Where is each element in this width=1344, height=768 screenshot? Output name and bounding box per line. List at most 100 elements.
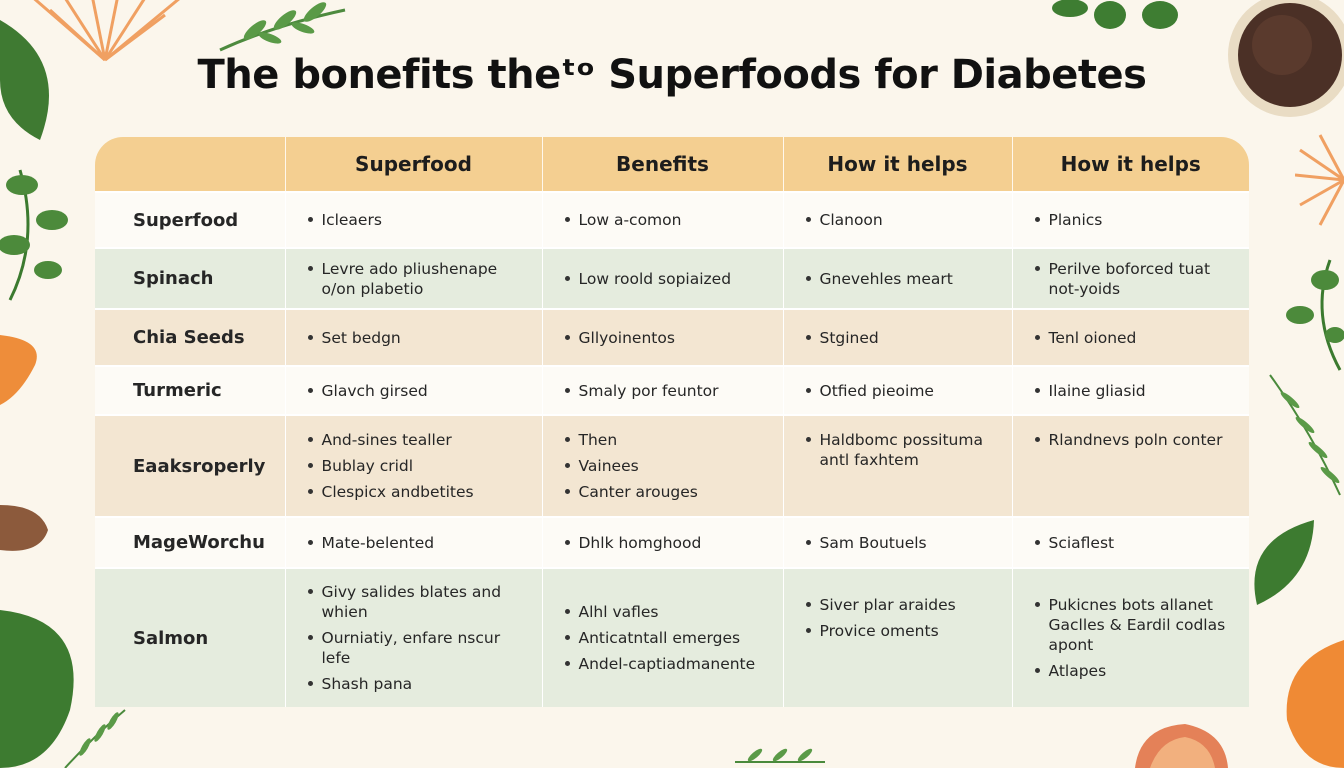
list-item: Low roold sopiaized bbox=[564, 269, 773, 289]
table-cell: Low roold sopiaized bbox=[541, 247, 783, 309]
superfood-table-container: Superfood Benefits How it helps How it h… bbox=[95, 137, 1249, 707]
column-header: How it helps bbox=[1011, 137, 1249, 192]
list-item: Canter arouges bbox=[564, 482, 773, 502]
table-cell: Smaly por feuntor bbox=[541, 365, 783, 415]
list-item: Low a-comon bbox=[564, 210, 773, 230]
table-cell: Alhl vafles Anticatntall emerges Andel-c… bbox=[541, 567, 783, 707]
column-header: Benefits bbox=[541, 137, 783, 192]
table-row: Eaaksroperly And-sines tealler Bublay cr… bbox=[95, 414, 1249, 517]
table-row: Chia Seeds Set bedgn Gllyoinentos Stgine… bbox=[95, 308, 1249, 366]
list-item: Siver plar araides bbox=[805, 595, 1002, 615]
bottom-sprig-icon bbox=[735, 748, 825, 763]
herb-sprig-icon bbox=[219, 2, 346, 52]
superfood-name: Superfood bbox=[95, 191, 285, 248]
fruit-slice-icon bbox=[1135, 724, 1228, 768]
table-cell: Then Vainees Canter arouges bbox=[541, 414, 783, 517]
orange-slice-icon bbox=[0, 335, 37, 405]
list-item: Clanoon bbox=[805, 210, 1002, 230]
table-cell: Set bedgn bbox=[284, 308, 542, 366]
table-cell: Gllyoinentos bbox=[541, 308, 783, 366]
table-cell: Icleaers bbox=[284, 191, 542, 248]
right-fern-icon bbox=[1269, 374, 1341, 496]
table-cell: Gnevehles meart bbox=[782, 247, 1012, 309]
sweet-potato-icon bbox=[1286, 640, 1344, 768]
superfood-name: Salmon bbox=[95, 567, 285, 707]
list-item: Alhl vafles bbox=[564, 602, 773, 622]
list-item: Planics bbox=[1034, 210, 1240, 230]
vine-leaves-icon bbox=[0, 169, 68, 301]
table-cell: Levre ado pliushenape o/on plabetio bbox=[284, 247, 542, 309]
table-cell: Rlandnevs poln conter bbox=[1011, 414, 1249, 517]
list-item: Perilve boforced tuat not-yoids bbox=[1034, 259, 1240, 299]
list-item: Rlandnevs poln conter bbox=[1034, 430, 1240, 450]
green-leaf-icon bbox=[0, 20, 49, 140]
table-row: Superfood Icleaers Low a-comon Clanoon P… bbox=[95, 191, 1249, 248]
list-item: Smaly por feuntor bbox=[564, 381, 773, 401]
cinnamon-icon bbox=[0, 505, 48, 551]
list-item: Clespicx andbetites bbox=[307, 482, 532, 502]
list-item: Ourniatiy, enfare nscur lefe bbox=[307, 628, 532, 668]
orange-leaf-sprig-icon bbox=[33, 0, 180, 62]
list-item: Tenl oioned bbox=[1034, 328, 1240, 348]
superfood-name: Eaaksroperly bbox=[95, 414, 285, 517]
table-cell: Otfied pieoime bbox=[782, 365, 1012, 415]
list-item: Mate-belented bbox=[307, 533, 532, 553]
list-item: Sam Boutuels bbox=[805, 533, 1002, 553]
table-row: MageWorchu Mate-belented Dhlk homghood S… bbox=[95, 516, 1249, 568]
list-item: Gnevehles meart bbox=[805, 269, 1002, 289]
list-item: Givy salides blates and whien bbox=[307, 582, 532, 622]
list-item: Then bbox=[564, 430, 773, 450]
table-cell: Stgined bbox=[782, 308, 1012, 366]
page-title: The bonefits theᵗᵒ Superfoods for Diabet… bbox=[197, 52, 1147, 98]
table-cell: Glavch girsed bbox=[284, 365, 542, 415]
superfood-name: MageWorchu bbox=[95, 516, 285, 568]
table-header-row: Superfood Benefits How it helps How it h… bbox=[95, 137, 1249, 192]
list-item: Shash pana bbox=[307, 674, 532, 694]
column-header bbox=[95, 137, 285, 192]
table-cell: Ilaine gliasid bbox=[1011, 365, 1249, 415]
list-item: Atlapes bbox=[1034, 661, 1240, 681]
column-header: How it helps bbox=[782, 137, 1012, 192]
list-item: Gllyoinentos bbox=[564, 328, 773, 348]
list-item: Ilaine gliasid bbox=[1034, 381, 1240, 401]
table-cell: Tenl oioned bbox=[1011, 308, 1249, 366]
table-cell: Perilve boforced tuat not-yoids bbox=[1011, 247, 1249, 309]
table-row: Spinach Levre ado pliushenape o/on plabe… bbox=[95, 247, 1249, 309]
column-header: Superfood bbox=[284, 137, 542, 192]
table-cell: Siver plar araides Provice oments bbox=[782, 567, 1012, 707]
list-item: And-sines tealler bbox=[307, 430, 532, 450]
list-item: Levre ado pliushenape o/on plabetio bbox=[307, 259, 532, 299]
list-item: Stgined bbox=[805, 328, 1002, 348]
table-cell: Haldbomc possituma antl faxhtem bbox=[782, 414, 1012, 517]
big-leaf-icon bbox=[0, 610, 74, 768]
table-cell: Sciaflest bbox=[1011, 516, 1249, 568]
list-item: Andel-captiadmanente bbox=[564, 654, 773, 674]
superfood-name: Chia Seeds bbox=[95, 308, 285, 366]
table-cell: Pukicnes bots allanet Gaclles & Eardil c… bbox=[1011, 567, 1249, 707]
table-cell: Dhlk homghood bbox=[541, 516, 783, 568]
list-item: Pukicnes bots allanet Gaclles & Eardil c… bbox=[1034, 595, 1240, 655]
list-item: Anticatntall emerges bbox=[564, 628, 773, 648]
superfood-table: Superfood Benefits How it helps How it h… bbox=[95, 137, 1249, 707]
table-cell: And-sines tealler Bublay cridl Clespicx … bbox=[284, 414, 542, 517]
list-item: Dhlk homghood bbox=[564, 533, 773, 553]
fern-sprig-icon bbox=[64, 709, 126, 768]
top-leaves-icon bbox=[1052, 0, 1178, 29]
table-row: Turmeric Glavch girsed Smaly por feuntor… bbox=[95, 365, 1249, 415]
table-cell: Mate-belented bbox=[284, 516, 542, 568]
list-item: Sciaflest bbox=[1034, 533, 1240, 553]
list-item: Vainees bbox=[564, 456, 773, 476]
superfood-name: Turmeric bbox=[95, 365, 285, 415]
table-cell: Clanoon bbox=[782, 191, 1012, 248]
list-item: Provice oments bbox=[805, 621, 1002, 641]
superfood-name: Spinach bbox=[95, 247, 285, 309]
list-item: Glavch girsed bbox=[307, 381, 532, 401]
list-item: Icleaers bbox=[307, 210, 532, 230]
table-row: Salmon Givy salides blates and whien Our… bbox=[95, 567, 1249, 707]
table-cell: Sam Boutuels bbox=[782, 516, 1012, 568]
table-cell: Low a-comon bbox=[541, 191, 783, 248]
chia-seed-bowl-icon bbox=[1228, 0, 1344, 117]
list-item: Otfied pieoime bbox=[805, 381, 1002, 401]
list-item: Set bedgn bbox=[307, 328, 532, 348]
table-cell: Planics bbox=[1011, 191, 1249, 248]
